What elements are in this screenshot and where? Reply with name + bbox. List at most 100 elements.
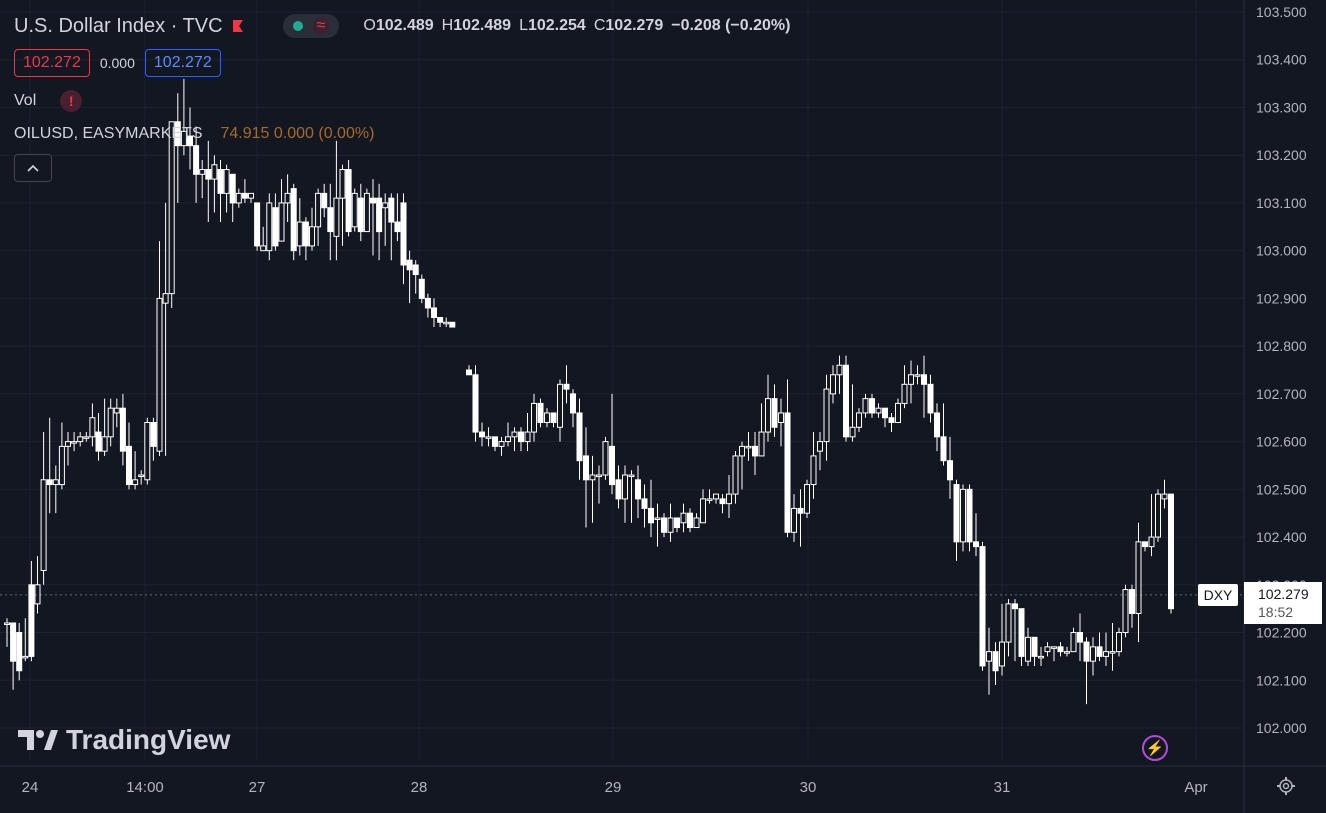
candle-body: [199, 169, 206, 175]
x-tick-label: 14:00: [126, 779, 164, 796]
candle-body: [1142, 541, 1148, 548]
candle-body: [882, 407, 888, 419]
candle-body: [211, 164, 218, 180]
candle-body: [400, 202, 407, 266]
candle-body: [635, 479, 641, 500]
candle-body: [992, 651, 999, 672]
volume-label[interactable]: Vol: [14, 92, 37, 109]
candle-body: [544, 412, 550, 424]
flag-icon[interactable]: [231, 19, 245, 33]
candle-body: [927, 383, 934, 414]
symbol-title[interactable]: U.S. Dollar Index · TVC: [14, 14, 223, 37]
candle-body: [726, 493, 732, 505]
candle-body: [648, 507, 654, 524]
tradingview-logo[interactable]: TradingView: [18, 724, 230, 756]
candle-body: [986, 651, 992, 662]
candle-body: [914, 374, 921, 377]
y-tick-label: 103.300: [1256, 99, 1307, 115]
candle-body: [132, 479, 139, 486]
lightning-icon[interactable]: ⚡: [1142, 735, 1168, 761]
candle-body: [706, 498, 713, 501]
candle-body: [424, 297, 431, 309]
candle-body: [1116, 632, 1122, 653]
candle-body: [511, 431, 518, 438]
candle-body: [602, 441, 609, 476]
candle-body: [823, 388, 830, 443]
candle-body: [804, 484, 810, 514]
collapse-legend-button[interactable]: [14, 154, 52, 182]
candle-body: [150, 422, 157, 447]
candle-body: [113, 407, 120, 414]
x-tick-label: 31: [994, 779, 1011, 796]
candle-body: [849, 426, 856, 438]
candle-body: [126, 445, 132, 486]
ohlc-values: O102.489 H102.489 L102.254 C102.279 −0.2…: [363, 17, 791, 34]
candle-body: [492, 436, 498, 447]
candle-body: [119, 407, 126, 452]
market-status-badge[interactable]: ≈: [282, 14, 340, 38]
delayed-data-icon: ≈: [312, 17, 330, 35]
candle-body: [524, 431, 531, 443]
candle-body: [498, 441, 505, 447]
candle-body: [836, 364, 843, 376]
candle-body: [1044, 646, 1051, 653]
y-tick-label: 103.400: [1256, 52, 1307, 68]
last-price-label: 102.279 18:52: [1244, 582, 1322, 624]
candle-body: [771, 398, 778, 428]
last-price-value: 102.279: [1258, 586, 1309, 602]
close-value: 102.279: [605, 17, 664, 34]
candle-body: [940, 436, 947, 462]
candle-body: [241, 192, 248, 199]
candle-body: [537, 402, 544, 424]
warning-icon[interactable]: !: [60, 90, 83, 112]
candle-body: [302, 221, 309, 247]
candle-body: [101, 436, 108, 452]
candle-body: [895, 402, 901, 424]
candle-body: [95, 431, 102, 452]
candle-body: [609, 445, 615, 486]
candle-body: [797, 507, 804, 514]
y-tick-label: 102.500: [1256, 481, 1307, 497]
candle-body: [875, 407, 882, 414]
candle-body: [550, 412, 557, 424]
candle-body: [1064, 651, 1070, 654]
candle-body: [1070, 632, 1077, 653]
candle-body: [272, 207, 279, 247]
settings-gear-icon[interactable]: [1276, 776, 1296, 796]
candle-body: [357, 197, 364, 233]
candle-body: [934, 412, 940, 438]
candle-body: [589, 474, 596, 481]
candle-body: [1109, 651, 1116, 654]
candle-body: [4, 622, 10, 625]
candle-body: [83, 436, 90, 439]
compare-symbol[interactable]: OILUSD, EASYMARKETS: [14, 125, 203, 142]
candle-body: [22, 655, 29, 659]
candle-body: [28, 584, 35, 657]
candle-body: [296, 221, 303, 247]
candle-body: [370, 197, 376, 204]
candle-body: [479, 431, 485, 438]
candle-body: [641, 498, 648, 509]
candle-body: [1005, 603, 1012, 643]
candle-body: [205, 169, 212, 180]
sell-price-button[interactable]: 102.272: [14, 49, 90, 77]
candle-body: [229, 173, 236, 204]
buy-price-button[interactable]: 102.272: [144, 49, 221, 77]
candle-body: [168, 121, 175, 295]
y-tick-label: 102.800: [1256, 338, 1307, 354]
candle-body: [901, 383, 908, 404]
candle-body: [765, 398, 771, 433]
candle-body: [472, 374, 479, 433]
y-tick-label: 102.700: [1256, 386, 1307, 402]
candle-body: [531, 402, 537, 433]
candle-body: [345, 169, 352, 233]
candle-body: [570, 393, 576, 414]
candle-body: [180, 130, 187, 147]
candle-body: [739, 445, 745, 457]
candle-body: [1090, 646, 1096, 662]
candle-body: [1148, 536, 1155, 548]
spread-value: 0.000: [99, 55, 135, 71]
candle-body: [466, 369, 472, 376]
candle-body: [162, 293, 169, 304]
